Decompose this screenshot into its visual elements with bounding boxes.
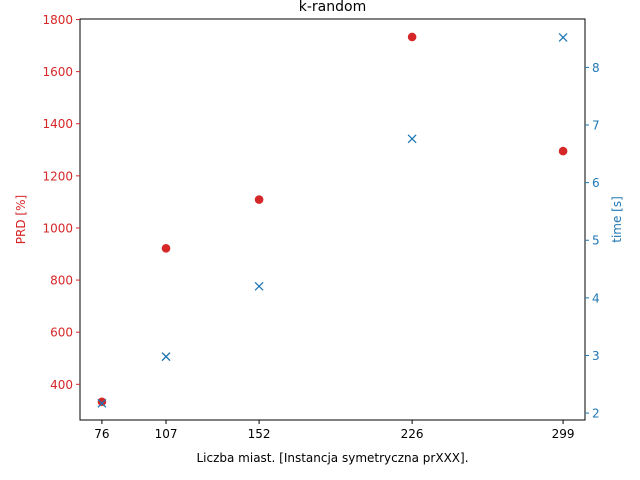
left-axis-label: PRD [%] <box>14 195 28 244</box>
left-tick-label: 400 <box>50 378 73 392</box>
right-tick-label: 4 <box>592 291 600 305</box>
right-axis-label: time [s] <box>610 196 624 243</box>
left-tick-label: 1200 <box>42 169 73 183</box>
left-tick-label: 1000 <box>42 221 73 235</box>
prd-point <box>161 243 171 253</box>
left-tick-label: 1400 <box>42 117 73 131</box>
left-axis-ticks: 400 600 800 1000 1200 1400 1600 1800 <box>42 13 80 392</box>
left-tick-label: 1600 <box>42 65 73 79</box>
right-tick-label: 2 <box>592 407 600 421</box>
x-tick-label: 107 <box>155 427 178 441</box>
right-tick-label: 5 <box>592 234 600 248</box>
left-tick-label: 800 <box>50 274 73 288</box>
time-point <box>558 32 568 42</box>
prd-point <box>97 397 107 407</box>
time-point <box>97 398 107 408</box>
x-tick-label: 226 <box>401 427 424 441</box>
left-tick-label: 1800 <box>42 13 73 27</box>
data-points <box>97 32 568 408</box>
right-tick-label: 6 <box>592 176 600 190</box>
right-tick-label: 8 <box>592 61 600 75</box>
prd-point <box>558 146 568 156</box>
time-point <box>254 281 264 291</box>
right-tick-label: 7 <box>592 119 600 133</box>
plot-area <box>79 18 586 421</box>
prd-point <box>407 32 417 42</box>
x-axis-ticks: 76 107 152 226 299 <box>94 420 575 441</box>
time-point <box>161 352 171 362</box>
x-tick-label: 299 <box>552 427 575 441</box>
prd-point <box>254 195 264 204</box>
right-axis-ticks: 2 3 4 5 6 7 8 <box>585 61 600 421</box>
x-tick-label: 76 <box>94 427 109 441</box>
x-tick-label: 152 <box>248 427 271 441</box>
time-point <box>407 134 417 144</box>
x-axis-label: Liczba miast. [Instancja symetryczna prX… <box>196 451 468 465</box>
chart-title: k-random <box>299 0 366 15</box>
right-tick-label: 3 <box>592 349 600 363</box>
left-tick-label: 600 <box>50 326 73 340</box>
